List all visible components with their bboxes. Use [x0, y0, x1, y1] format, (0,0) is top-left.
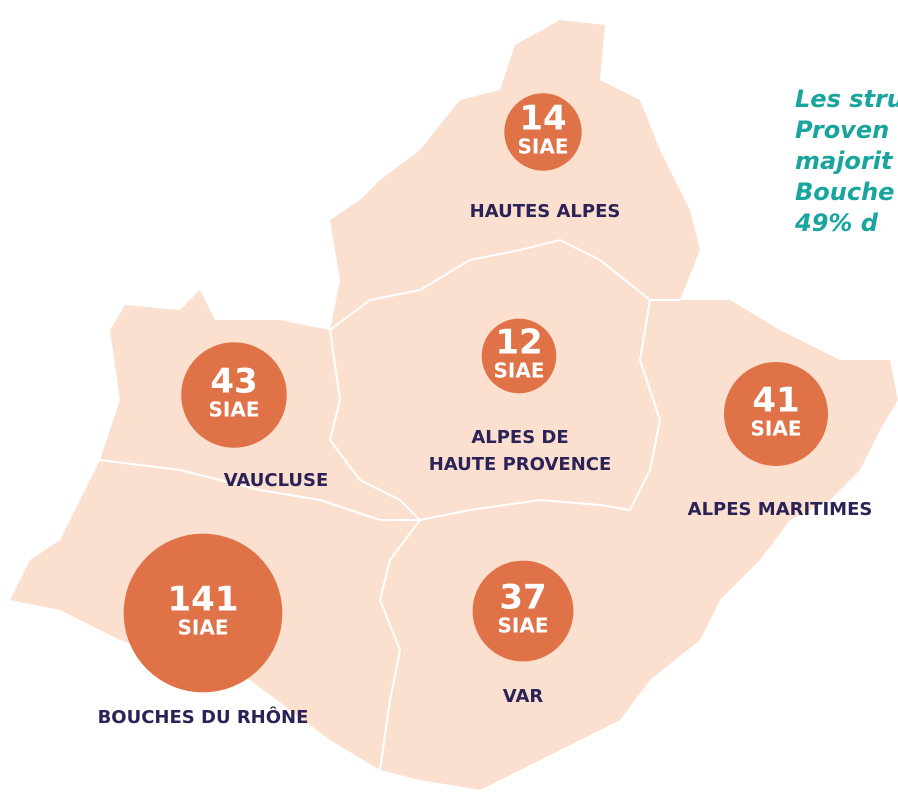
bubble — [123, 533, 283, 693]
bubble-value: 12 — [495, 323, 542, 363]
bubble — [481, 318, 557, 394]
bubble-value: 37 — [499, 578, 546, 618]
note-line: Les stru — [795, 85, 898, 113]
region-label: VAUCLUSE — [224, 470, 329, 491]
bubble-unit: SIAE — [518, 135, 569, 159]
region-label: BOUCHES DU RHÔNE — [98, 706, 309, 728]
bubble-unit: SIAE — [498, 614, 549, 638]
bubble-value: 41 — [752, 381, 799, 421]
bubble-value: 14 — [519, 99, 566, 139]
bubble-unit: SIAE — [209, 398, 260, 422]
border — [378, 519, 421, 771]
borders — [99, 238, 680, 771]
note-line: Bouche — [795, 178, 894, 206]
region-label: HAUTES ALPES — [470, 201, 621, 222]
border — [328, 329, 421, 521]
note-line: 49% d — [794, 209, 879, 237]
bubble-unit: SIAE — [751, 417, 802, 441]
bubble-value: 43 — [210, 362, 257, 402]
region-label: ALPES DE — [471, 427, 568, 448]
border — [629, 299, 662, 511]
bubble — [504, 93, 582, 171]
bubble — [723, 361, 829, 467]
region-label: VAR — [503, 686, 544, 707]
note-line: Proven — [795, 116, 889, 144]
bubble-unit: SIAE — [178, 616, 229, 640]
bubble-value: 141 — [168, 580, 239, 620]
border — [419, 498, 631, 521]
bubble-unit: SIAE — [494, 359, 545, 383]
border — [329, 238, 680, 331]
bubble — [181, 342, 287, 448]
region-label: HAUTE PROVENCE — [429, 454, 612, 475]
region-label: ALPES MARITIMES — [688, 499, 873, 520]
bubble — [472, 560, 574, 662]
note-line: majorit — [795, 147, 894, 175]
border — [99, 459, 420, 521]
